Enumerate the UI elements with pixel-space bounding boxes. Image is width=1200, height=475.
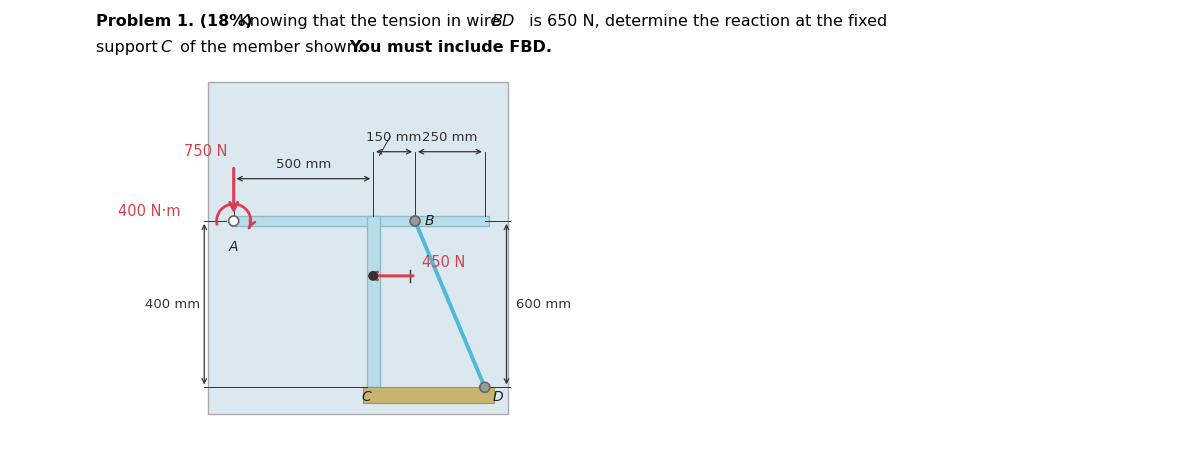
Text: 750 N: 750 N: [184, 144, 228, 160]
Text: You must include FBD.: You must include FBD.: [349, 40, 552, 56]
Text: 400 mm: 400 mm: [145, 298, 200, 311]
Bar: [230, 216, 490, 227]
Text: 150 mm: 150 mm: [366, 131, 422, 144]
Text: Problem 1. (18%): Problem 1. (18%): [96, 14, 252, 29]
Text: BD: BD: [492, 14, 515, 29]
Text: is 650 N, determine the reaction at the fixed: is 650 N, determine the reaction at the …: [524, 14, 888, 29]
Circle shape: [480, 382, 490, 392]
Circle shape: [368, 272, 378, 280]
Text: 600 mm: 600 mm: [516, 298, 571, 311]
Text: of the member shown.: of the member shown.: [175, 40, 367, 56]
Text: B: B: [425, 214, 434, 228]
Text: support: support: [96, 40, 163, 56]
Text: 500 mm: 500 mm: [276, 158, 331, 171]
Circle shape: [410, 216, 420, 226]
Text: D: D: [492, 390, 503, 404]
Text: C: C: [362, 390, 372, 404]
Bar: [362, 387, 494, 403]
FancyBboxPatch shape: [208, 82, 508, 414]
Text: C: C: [161, 40, 172, 56]
Text: A: A: [229, 240, 239, 254]
Text: 400 N·m: 400 N·m: [119, 204, 181, 219]
Text: Knowing that the tension in wire: Knowing that the tension in wire: [234, 14, 505, 29]
Text: 250 mm: 250 mm: [422, 131, 478, 144]
Circle shape: [229, 216, 239, 226]
Text: 450 N: 450 N: [422, 255, 466, 270]
Bar: [362, 387, 494, 403]
Bar: [367, 216, 379, 387]
